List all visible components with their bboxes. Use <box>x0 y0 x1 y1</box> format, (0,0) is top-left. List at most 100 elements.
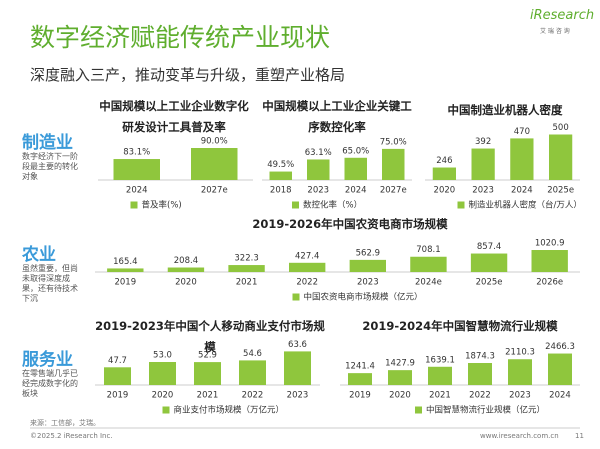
bar <box>149 362 176 385</box>
legend-swatch <box>292 201 299 209</box>
bar <box>348 373 372 385</box>
chart-title: 2019-2026年中国农资电商市场规模 <box>252 217 448 231</box>
x-tick-label: 2020 <box>434 186 456 196</box>
bar <box>191 148 238 180</box>
bar <box>344 157 367 180</box>
legend-swatch <box>130 201 138 209</box>
page-number: 11 <box>575 432 584 440</box>
bar <box>468 363 492 385</box>
data-label: 857.4 <box>477 242 501 252</box>
bar <box>410 256 447 272</box>
page-subtitle: 深度融入三产，推动变革与升级，重塑产业格局 <box>30 66 346 84</box>
legend-label: 普及率(%) <box>142 200 182 211</box>
page-title: 数字经济赋能传统产业现状 <box>30 23 331 52</box>
bar <box>470 253 508 272</box>
x-tick-label: 2024e <box>415 278 442 288</box>
data-label: 392 <box>475 137 491 147</box>
x-tick-label: 2022 <box>242 391 264 401</box>
bar <box>432 167 456 180</box>
x-tick-label: 2022 <box>296 278 318 288</box>
data-label: 1020.9 <box>535 239 565 249</box>
x-tick-label: 2025e <box>476 278 503 288</box>
data-label: 1427.9 <box>385 359 415 369</box>
bar <box>349 259 386 272</box>
bar <box>307 159 330 180</box>
bar <box>471 148 495 180</box>
data-label: 2110.3 <box>505 348 535 358</box>
x-tick-label: 2024 <box>126 186 148 196</box>
bar <box>167 267 205 272</box>
data-label: 1241.4 <box>345 362 375 372</box>
legend-label: 商业支付市场规模（万亿元） <box>174 405 285 416</box>
x-tick-label: 2020 <box>175 278 197 288</box>
bar <box>508 359 532 385</box>
legend-swatch <box>457 201 465 209</box>
data-label: 47.7 <box>108 356 127 366</box>
section-label: 服务业 <box>22 350 73 370</box>
bar <box>548 353 572 385</box>
x-tick-label: 2019 <box>349 391 371 401</box>
bar <box>388 370 412 385</box>
x-tick-label: 2027e <box>380 186 407 196</box>
data-label: 500 <box>553 123 569 133</box>
x-tick-label: 2023 <box>509 391 531 401</box>
logo: iResearch <box>530 8 595 23</box>
x-tick-label: 2023 <box>287 391 309 401</box>
website: www.iresearch.com.cn <box>480 432 559 440</box>
x-tick-label: 2019 <box>107 391 129 401</box>
bar <box>510 138 534 180</box>
source: 来源：工信部，艾瑞。 <box>30 419 100 427</box>
bar <box>284 351 311 385</box>
section-label: 制造业 <box>22 133 73 153</box>
data-label: 470 <box>514 127 530 137</box>
legend-label: 制造业机器人密度（台/万人） <box>469 200 582 211</box>
data-label: 1639.1 <box>425 355 455 365</box>
x-tick-label: 2023 <box>307 186 329 196</box>
section-description: 虽然重要，但尚未取得深度成果，还有待技术下沉 <box>22 264 78 303</box>
x-tick-label: 2024 <box>345 186 367 196</box>
x-tick-label: 2026e <box>536 278 563 288</box>
x-tick-label: 2021 <box>197 391 219 401</box>
data-label: 65.0% <box>342 146 369 156</box>
data-label: 2466.3 <box>545 342 575 352</box>
bar <box>239 360 266 385</box>
logo-subtitle: 艾 瑞 咨 询 <box>540 28 570 35</box>
data-label: 53.0 <box>153 351 172 361</box>
bar <box>228 265 265 272</box>
data-label: 63.6 <box>288 340 307 350</box>
x-tick-label: 2019 <box>114 278 136 288</box>
legend-swatch <box>292 293 300 301</box>
legend-label: 数控化率（%） <box>303 200 362 211</box>
data-label: 322.3 <box>234 254 258 264</box>
x-tick-label: 2024 <box>549 391 571 401</box>
data-label: 708.1 <box>416 245 440 255</box>
data-label: 75.0% <box>380 137 407 147</box>
section-label: 农业 <box>22 245 56 265</box>
x-tick-label: 2025e <box>547 186 574 196</box>
data-label: 562.9 <box>356 248 380 258</box>
section-description: 数字经济下一阶段最主要的转化对象 <box>22 152 78 181</box>
data-label: 1874.3 <box>465 352 495 362</box>
data-label: 83.1% <box>123 148 150 158</box>
x-tick-label: 2024 <box>511 186 533 196</box>
legend-swatch <box>162 406 170 414</box>
x-tick-label: 2018 <box>270 186 292 196</box>
data-label: 54.6 <box>243 349 262 359</box>
data-label: 165.4 <box>113 257 137 267</box>
data-label: 90.0% <box>201 137 228 147</box>
bar <box>194 362 221 385</box>
x-tick-label: 2021 <box>236 278 258 288</box>
legend-label: 中国农资电商市场规模（亿元） <box>304 292 423 303</box>
bar <box>107 268 144 272</box>
data-label: 49.5% <box>267 160 294 170</box>
bar <box>113 159 160 180</box>
data-label: 427.4 <box>295 251 319 261</box>
x-tick-label: 2020 <box>152 391 174 401</box>
bar <box>104 367 131 385</box>
bar <box>269 171 292 180</box>
chart-title: 中国规模以上工业企业数字化研发设计工具普及率 <box>99 99 249 134</box>
data-label: 52.9 <box>198 351 217 361</box>
bar <box>289 262 326 272</box>
